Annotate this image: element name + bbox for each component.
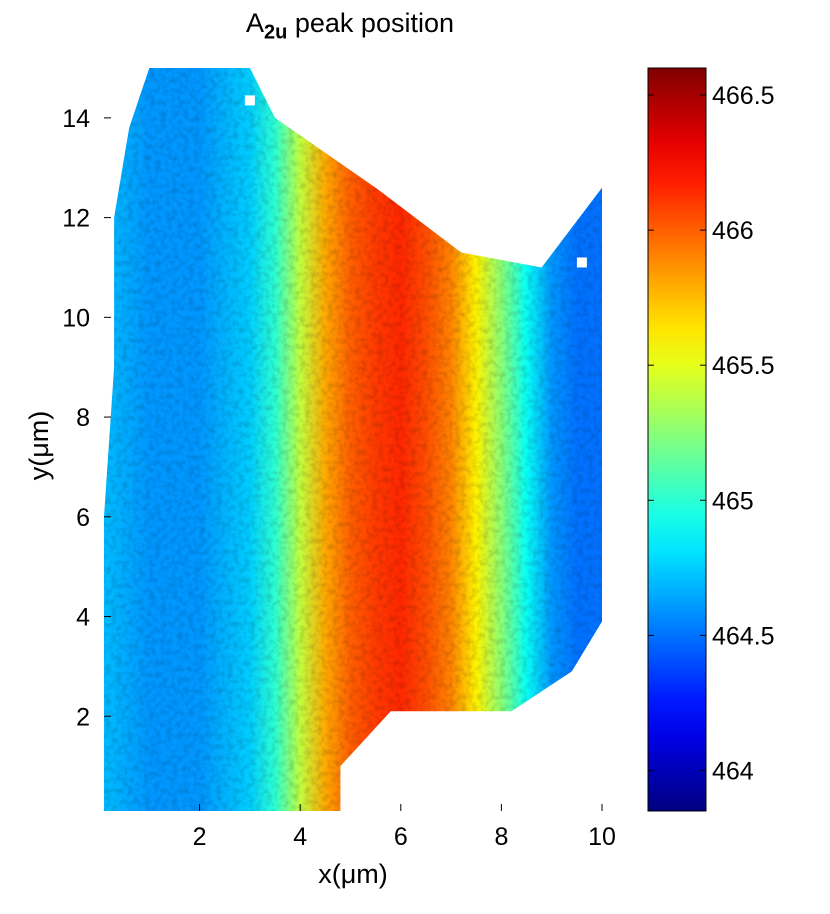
title-rest: peak position [294, 8, 454, 38]
x-tick-label: 2 [193, 823, 207, 851]
x-tick-label: 6 [394, 823, 408, 851]
y-axis-label: y(μm) [24, 411, 54, 481]
title-subscript: 2u [264, 21, 288, 44]
axes: 2 4 6 8 10 2 4 6 8 10 12 14 x(μm) y(μm) [24, 105, 616, 889]
plot-area [104, 68, 602, 811]
y-tick-label: 2 [76, 703, 90, 731]
x-tick-label: 10 [588, 823, 616, 851]
colorbar-scale [647, 67, 707, 812]
chart-title: A2u peak position [200, 8, 500, 44]
missing-point [282, 110, 293, 121]
x-axis-label: x(μm) [318, 859, 388, 889]
colorbar-tick-label: 464.5 [712, 622, 775, 650]
x-tick-label: 4 [293, 823, 307, 851]
heatmap-texture [104, 68, 602, 811]
missing-point [244, 95, 255, 106]
heatmap-region [104, 68, 602, 811]
colorbar-tick-label: 465.5 [712, 352, 775, 380]
missing-point [576, 257, 587, 268]
y-tick-label: 10 [62, 304, 90, 332]
colorbar-tick-label: 466 [712, 217, 754, 245]
x-tick-label: 8 [494, 823, 508, 851]
colorbar-tick-label: 464 [712, 757, 754, 785]
colorbar-tick-label: 465 [712, 487, 754, 515]
title-main: A [246, 8, 265, 38]
y-tick-label: 12 [62, 205, 90, 233]
y-tick-label: 8 [76, 404, 90, 432]
y-tick-label: 6 [76, 504, 90, 532]
colorbar-tick-label: 466.5 [712, 82, 775, 110]
y-tick-label: 14 [62, 105, 90, 133]
y-tick-label: 4 [76, 604, 90, 632]
colorbar: 464 464.5 465 465.5 466 466.5 [647, 67, 775, 812]
